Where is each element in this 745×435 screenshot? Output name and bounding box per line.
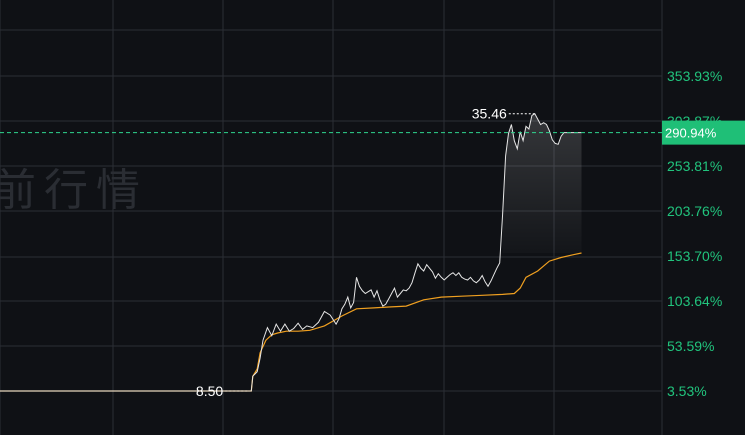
annotations: 35.46 8.50: [196, 106, 535, 399]
high-price-label: 35.46: [472, 106, 507, 122]
current-value-marker: 290.94%: [0, 120, 745, 145]
current-value-label: 290.94%: [665, 126, 717, 141]
price-line: [0, 112, 582, 392]
y-tick-label: 253.81%: [667, 158, 722, 174]
watermark: 前行情: [0, 165, 148, 216]
current-value-badge: [662, 120, 745, 145]
y-tick-label: 203.76%: [667, 203, 722, 219]
y-tick-label: 353.93%: [667, 68, 722, 84]
y-axis: 353.93%303.87%253.81%203.76%153.70%103.6…: [667, 68, 722, 399]
series-layer: [0, 112, 582, 392]
average-line: [0, 252, 582, 392]
y-tick-label: 103.64%: [667, 293, 722, 309]
y-tick-label: 3.53%: [667, 383, 707, 399]
y-tick-label: 53.59%: [667, 338, 714, 354]
price-area-fill: [502, 113, 582, 253]
y-tick-label: 153.70%: [667, 248, 722, 264]
low-price-label: 8.50: [196, 383, 223, 399]
price-area: [502, 113, 582, 253]
